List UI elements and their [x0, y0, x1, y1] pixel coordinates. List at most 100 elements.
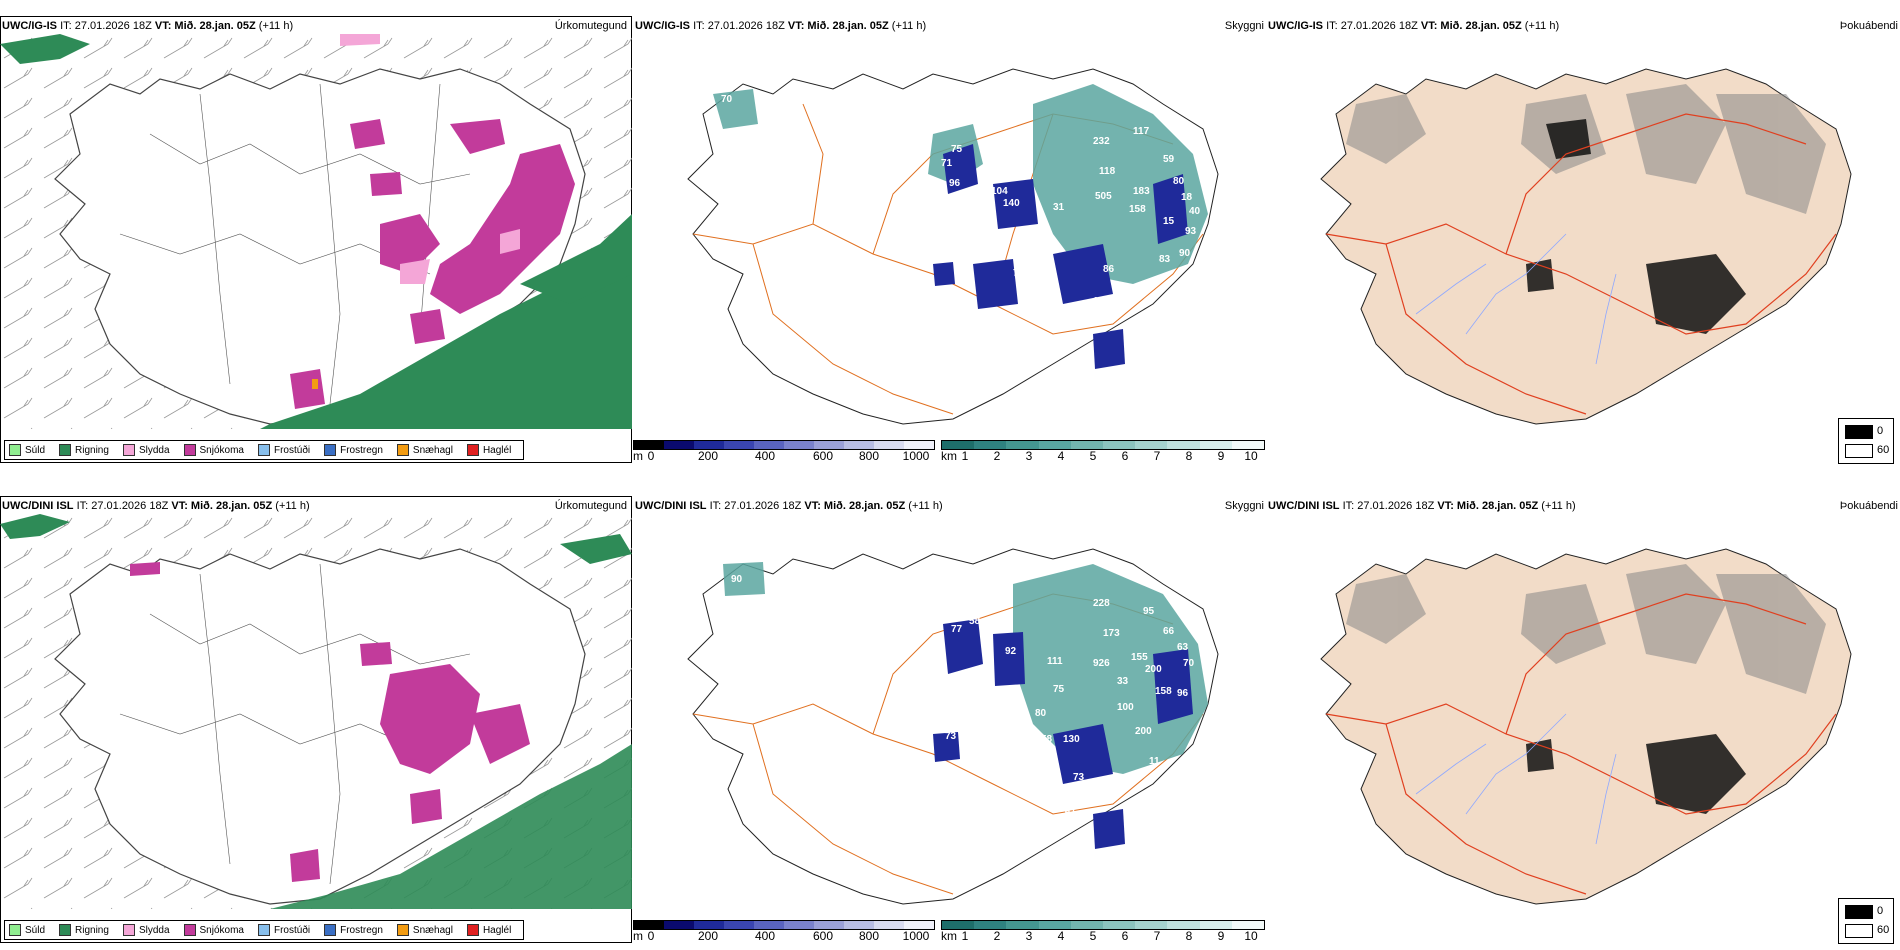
- lead-time: (+11 h): [275, 500, 310, 512]
- visibility-panel: UWC/IG-IS IT: 27.01.2026 18Z VT: Mið. 28…: [633, 0, 1266, 470]
- legend-item-drizzle: Súld: [9, 444, 45, 456]
- svg-text:183: 183: [1133, 186, 1150, 197]
- svg-text:155: 155: [1131, 652, 1148, 663]
- visibility-map[interactable]: 90 77 58 92 73 84 228 95 173 66 75 63 70…: [633, 514, 1266, 909]
- visibility-tick: 2: [993, 929, 1001, 943]
- init-time: IT: 27.01.2026 18Z: [1342, 500, 1435, 512]
- svg-text:41: 41: [1065, 806, 1077, 817]
- svg-text:96: 96: [1177, 688, 1189, 699]
- precip-type-panel: UWC/IG-IS IT: 27.01.2026 18Z VT: Mið. 28…: [0, 0, 633, 470]
- height-scale: m 0 200 400 600 800 1000: [633, 440, 935, 464]
- model-name: UWC/IG-IS: [635, 20, 690, 32]
- legend-label: Snjókoma: [199, 924, 244, 936]
- precip-map[interactable]: [0, 34, 632, 429]
- svg-text:104: 104: [991, 186, 1008, 197]
- svg-text:100: 100: [925, 388, 942, 399]
- visibility-map[interactable]: 70 75 71 96 104 140 232 117 118 59 80 18…: [633, 34, 1266, 429]
- valid-time: Mið. 28.jan. 05Z: [823, 500, 906, 512]
- fog-legend: 0 60: [1838, 418, 1894, 464]
- svg-text:232: 232: [1093, 136, 1110, 147]
- legend-item-freezing-rain: Frostregn: [324, 444, 383, 456]
- svg-text:40: 40: [1189, 206, 1201, 217]
- region-borders: [119, 83, 471, 405]
- valid-time: Mið. 28.jan. 05Z: [1440, 20, 1522, 32]
- svg-text:117: 117: [1133, 126, 1150, 137]
- road-network: [1325, 113, 1837, 415]
- precip-map[interactable]: [0, 514, 632, 909]
- forecast-row-igis: UWC/IG-IS IT: 27.01.2026 18Z VT: Mið. 28…: [0, 0, 1900, 470]
- height-tick: 800: [858, 449, 880, 463]
- forecast-row-dini: UWC/DINI ISL IT: 27.01.2026 18Z VT: Mið.…: [0, 480, 1900, 950]
- svg-text:87: 87: [1029, 232, 1041, 243]
- swatch: [59, 444, 72, 456]
- visibility-tick: 4: [1057, 449, 1065, 463]
- svg-text:79: 79: [945, 244, 957, 255]
- rain-area-north: [0, 34, 90, 64]
- legend-item-freezing-drizzle: Frostúði: [257, 924, 310, 936]
- legend-label: Súld: [25, 444, 46, 456]
- terrain-height-areas: [933, 619, 1193, 849]
- svg-text:173: 173: [1103, 628, 1120, 639]
- legend-label: Rigning: [75, 444, 109, 456]
- legend-item-rain: Rigning: [59, 924, 109, 936]
- legend-item-rain: Rigning: [59, 444, 109, 456]
- fog-map[interactable]: [1266, 34, 1900, 429]
- legend-label: Snjókoma: [199, 444, 244, 456]
- legend-item-hail: Haglél: [466, 924, 512, 936]
- legend-label: Frostregn: [340, 444, 383, 456]
- visibility-scale: km 1 2 3 4 5 6 7 8 9 10: [941, 920, 1265, 944]
- legend-label: Slydda: [138, 924, 170, 936]
- visibility-unit: km: [941, 449, 957, 463]
- svg-text:17: 17: [927, 868, 939, 879]
- height-tick: 1000: [902, 449, 930, 463]
- svg-text:158: 158: [1155, 686, 1172, 697]
- swatch: [257, 444, 270, 456]
- svg-text:71: 71: [1043, 264, 1055, 275]
- init-time: IT: 27.01.2026 18Z: [60, 20, 152, 32]
- svg-text:926: 926: [1093, 658, 1110, 669]
- svg-text:90: 90: [1179, 248, 1191, 259]
- svg-text:74: 74: [1013, 268, 1025, 279]
- swatch: [257, 924, 270, 936]
- parameter-name: Þokuábendi: [1839, 20, 1898, 32]
- visibility-scale: km 1 2 3 4 5 6 7 8 9 10: [941, 440, 1265, 464]
- model-name: UWC/IG-IS: [1268, 20, 1323, 32]
- visibility-tick: 4: [1057, 929, 1065, 943]
- region-borders: [119, 563, 471, 885]
- snow-areas: [290, 119, 575, 409]
- visibility-tick: 3: [1025, 929, 1033, 943]
- visibility-tick: 9: [1217, 449, 1225, 463]
- svg-text:140: 140: [1003, 198, 1020, 209]
- svg-text:35: 35: [1067, 332, 1079, 343]
- valid-time: Mið. 28.jan. 05Z: [174, 20, 256, 32]
- svg-text:93: 93: [1185, 226, 1197, 237]
- legend-label: Haglél: [482, 924, 512, 936]
- legend-item-drizzle: Súld: [9, 924, 45, 936]
- fog-legend: 0 60: [1838, 898, 1894, 944]
- legend-item-snow-pellets: Snæhagl: [396, 444, 453, 456]
- height-tick: 1000: [902, 929, 930, 943]
- swatch: [324, 444, 337, 456]
- init-time: IT: 27.01.2026 18Z: [1326, 20, 1418, 32]
- svg-text:31: 31: [1053, 202, 1065, 213]
- panel-title: UWC/DINI ISL IT: 27.01.2026 18Z VT: Mið.…: [1268, 500, 1898, 514]
- svg-text:109: 109: [1093, 296, 1110, 307]
- svg-text:66: 66: [1163, 626, 1175, 637]
- valid-time: Mið. 28.jan. 05Z: [190, 500, 273, 512]
- svg-text:84: 84: [963, 724, 975, 735]
- valid-time-label: VT:: [171, 500, 188, 512]
- fog-map[interactable]: [1266, 514, 1900, 909]
- parameter-name: Úrkomutegund: [554, 20, 627, 32]
- legend-item-freezing-drizzle: Frostúði: [257, 444, 310, 456]
- fog-swatch-dark: [1845, 905, 1873, 919]
- height-scale-bar: [633, 920, 935, 930]
- iceland-outline: [54, 548, 586, 905]
- visibility-scale-bar: [941, 440, 1265, 450]
- svg-text:95: 95: [1143, 606, 1155, 617]
- model-name: UWC/IG-IS: [2, 20, 57, 32]
- sleet-areas: [340, 34, 520, 284]
- valid-time: Mið. 28.jan. 05Z: [1456, 500, 1539, 512]
- height-tick: 400: [754, 449, 776, 463]
- legend-item-snow: Snjókoma: [183, 444, 244, 456]
- terrain-height-areas: [933, 144, 1188, 369]
